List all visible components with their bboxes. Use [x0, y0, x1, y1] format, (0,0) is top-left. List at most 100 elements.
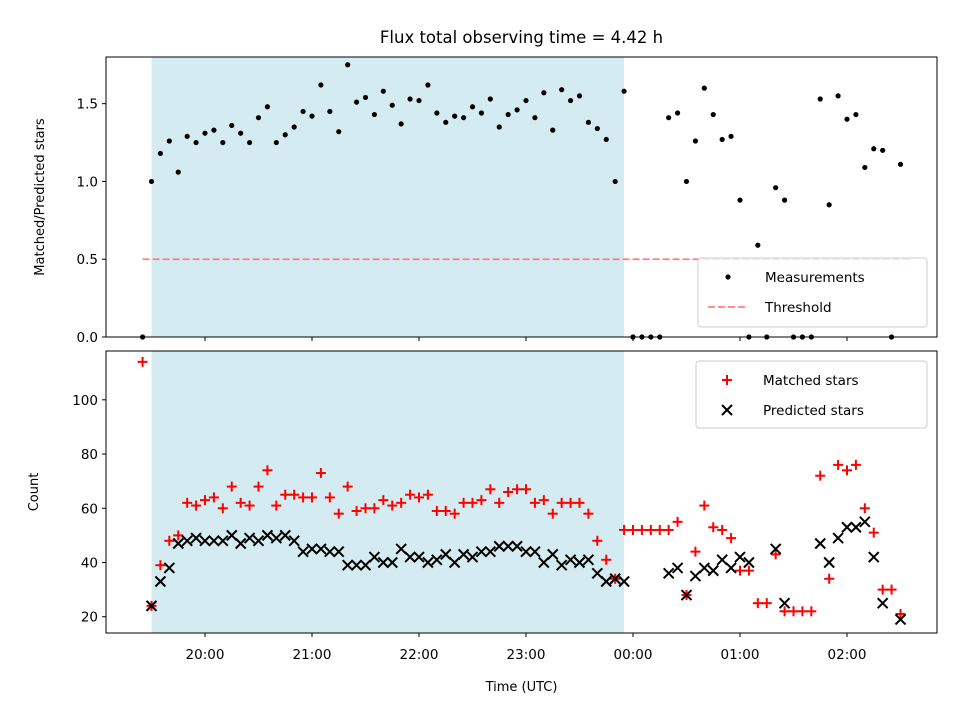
- predicted-point: [671, 562, 684, 574]
- predicted-point: [145, 600, 158, 612]
- predicted-point: [466, 551, 479, 563]
- measurement-point: [541, 90, 547, 96]
- matched-point: [173, 530, 184, 541]
- measurement-point: [478, 110, 485, 116]
- matched-point: [217, 503, 228, 514]
- predicted-point: [270, 532, 283, 544]
- legend-threshold-label: Threshold: [764, 300, 832, 316]
- top-y-tick-label: 0.5: [77, 252, 98, 268]
- measurement-point: [532, 115, 538, 121]
- predicted-point: [404, 551, 416, 563]
- matched-point: [592, 535, 603, 546]
- matched-point: [485, 484, 496, 495]
- measurement-point: [692, 138, 699, 144]
- measurement-point: [336, 129, 342, 135]
- measurement-point: [897, 161, 904, 167]
- measurement-point: [853, 111, 859, 118]
- matched-point: [779, 606, 790, 617]
- predicted-point: [395, 543, 407, 555]
- predicted-point: [448, 556, 461, 569]
- matched-point: [155, 560, 166, 571]
- matched-point: [797, 606, 808, 617]
- predicted-point: [422, 556, 434, 569]
- matched-point: [458, 497, 469, 508]
- measurement-point: [425, 82, 431, 88]
- measurement-point: [193, 139, 199, 146]
- predicted-point: [511, 540, 523, 552]
- matched-point: [717, 524, 728, 535]
- measurement-point: [710, 111, 716, 118]
- matched-point: [859, 503, 870, 514]
- measurement-point: [666, 115, 672, 121]
- legend-matched-label: Matched stars: [763, 373, 859, 389]
- measurement-point: [826, 202, 832, 208]
- bottom-legend: Matched stars Predicted stars: [695, 360, 928, 429]
- matched-point: [307, 492, 317, 503]
- predicted-point: [609, 573, 621, 585]
- matched-point: [253, 481, 264, 492]
- x-tick-label: 02:00: [828, 647, 867, 663]
- matched-point: [396, 497, 407, 508]
- measurement-point: [817, 96, 823, 102]
- measurement-point: [737, 197, 743, 203]
- matched-point: [360, 503, 371, 514]
- top-y-axis: 0.0 0.5 1.0 1.5: [77, 97, 106, 346]
- measurement-point: [318, 82, 324, 88]
- matched-point: [244, 500, 255, 511]
- matched-point: [422, 489, 433, 500]
- legend-x: [721, 404, 733, 416]
- measurement-point: [416, 97, 422, 104]
- predicted-point: [743, 556, 755, 569]
- predicted-point: [440, 548, 452, 561]
- matched-point: [431, 505, 442, 516]
- matched-point: [387, 500, 398, 511]
- predicted-point: [662, 567, 675, 580]
- predicted-point: [208, 535, 220, 547]
- top-x-ticks: [204, 337, 848, 341]
- measurement-point: [594, 125, 600, 132]
- matched-point: [476, 495, 487, 506]
- predicted-point: [333, 545, 345, 558]
- matched-point: [752, 598, 763, 609]
- predicted-point: [172, 537, 184, 550]
- measurement-point: [202, 130, 208, 136]
- matched-point: [538, 495, 549, 506]
- measurement-point: [719, 136, 725, 143]
- predicted-point: [894, 613, 907, 626]
- measurement-point: [264, 104, 271, 110]
- matched-point: [164, 535, 175, 546]
- x-tick-label: 23:00: [507, 647, 546, 663]
- predicted-point: [725, 562, 737, 574]
- top-axes-frame: [105, 56, 938, 338]
- predicted-point: [582, 554, 595, 566]
- matched-point: [868, 527, 879, 538]
- measurement-point: [755, 242, 761, 248]
- measurement-point: [559, 87, 565, 93]
- measurement-point: [184, 133, 190, 139]
- predicted-point: [689, 570, 702, 582]
- matched-point: [824, 573, 835, 584]
- predicted-point: [493, 540, 505, 552]
- predicted-point: [324, 545, 336, 558]
- measurement-point: [781, 197, 788, 203]
- matched-point: [529, 497, 540, 508]
- legend-measurements-label: Measurements: [765, 270, 865, 286]
- predicted-point: [573, 556, 586, 569]
- predicted-point: [859, 516, 871, 528]
- matched-point: [440, 505, 451, 516]
- measurement-point: [674, 110, 681, 116]
- predicted-point: [315, 543, 327, 555]
- matched-point: [137, 356, 148, 367]
- matched-point: [761, 598, 772, 609]
- predicted-point: [591, 567, 604, 580]
- predicted-point: [341, 559, 354, 571]
- predicted-point: [680, 589, 693, 601]
- predicted-point: [698, 562, 711, 574]
- matched-point: [512, 484, 523, 495]
- measurement-point: [273, 139, 279, 146]
- predicted-point: [484, 545, 497, 558]
- predicted-point: [386, 556, 398, 569]
- measurement-point: [621, 88, 627, 94]
- measurement-point: [612, 178, 618, 185]
- measurement-point: [282, 132, 288, 138]
